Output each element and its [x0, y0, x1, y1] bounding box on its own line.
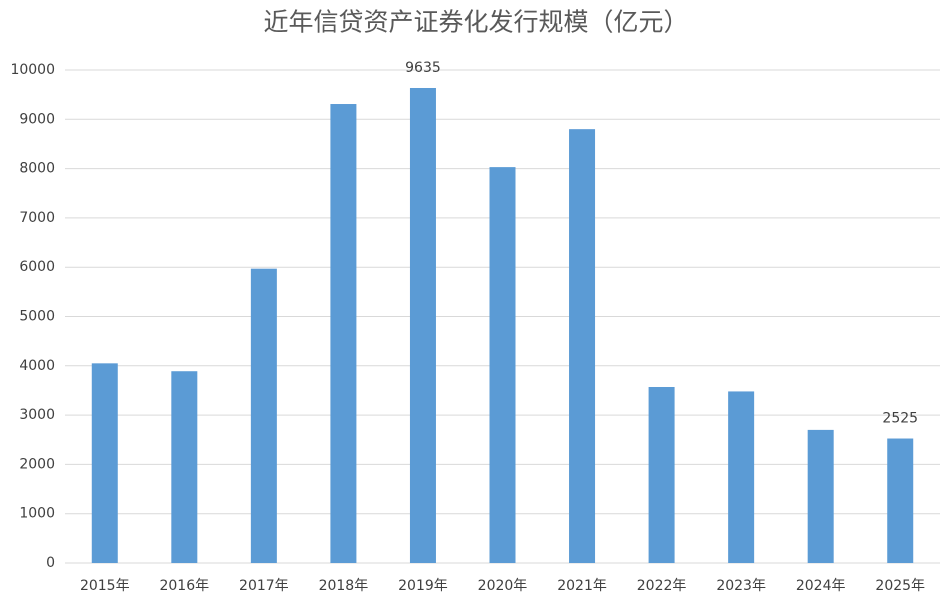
y-tick-label: 6000 — [19, 259, 55, 275]
x-tick-label: 2022年 — [637, 578, 687, 594]
x-tick-label: 2015年 — [80, 578, 130, 594]
bar — [569, 129, 596, 563]
y-tick-label: 3000 — [19, 407, 55, 423]
bar — [330, 104, 357, 563]
x-tick-label: 2025年 — [875, 578, 925, 594]
y-tick-label: 4000 — [19, 358, 55, 374]
bar — [648, 386, 675, 563]
x-tick-label: 2019年 — [398, 578, 448, 594]
x-tick-label: 2018年 — [319, 578, 369, 594]
bar — [250, 268, 277, 563]
y-tick-label: 5000 — [19, 309, 55, 325]
y-tick-label: 2000 — [19, 456, 55, 472]
bar — [887, 438, 914, 563]
x-tick-label: 2020年 — [478, 578, 528, 594]
y-tick-label: 8000 — [19, 161, 55, 177]
x-tick-label: 2017年 — [239, 578, 289, 594]
x-tick-label: 2023年 — [716, 578, 766, 594]
data-label: 9635 — [405, 60, 441, 76]
data-label: 2525 — [882, 411, 918, 427]
y-tick-label: 10000 — [10, 62, 55, 78]
x-tick-label: 2024年 — [796, 578, 846, 594]
y-tick-label: 1000 — [19, 506, 55, 522]
chart-title: 近年信贷资产证券化发行规模（亿元） — [263, 8, 688, 37]
bar — [807, 429, 834, 563]
y-tick-label: 7000 — [19, 210, 55, 226]
x-tick-label: 2016年 — [159, 578, 209, 594]
bar — [489, 167, 516, 563]
y-tick-label: 9000 — [19, 111, 55, 127]
bar — [171, 371, 198, 563]
bar — [91, 363, 118, 563]
x-tick-label: 2021年 — [557, 578, 607, 594]
bar — [728, 391, 755, 563]
bar — [409, 87, 436, 563]
y-tick-label: 0 — [46, 555, 55, 571]
